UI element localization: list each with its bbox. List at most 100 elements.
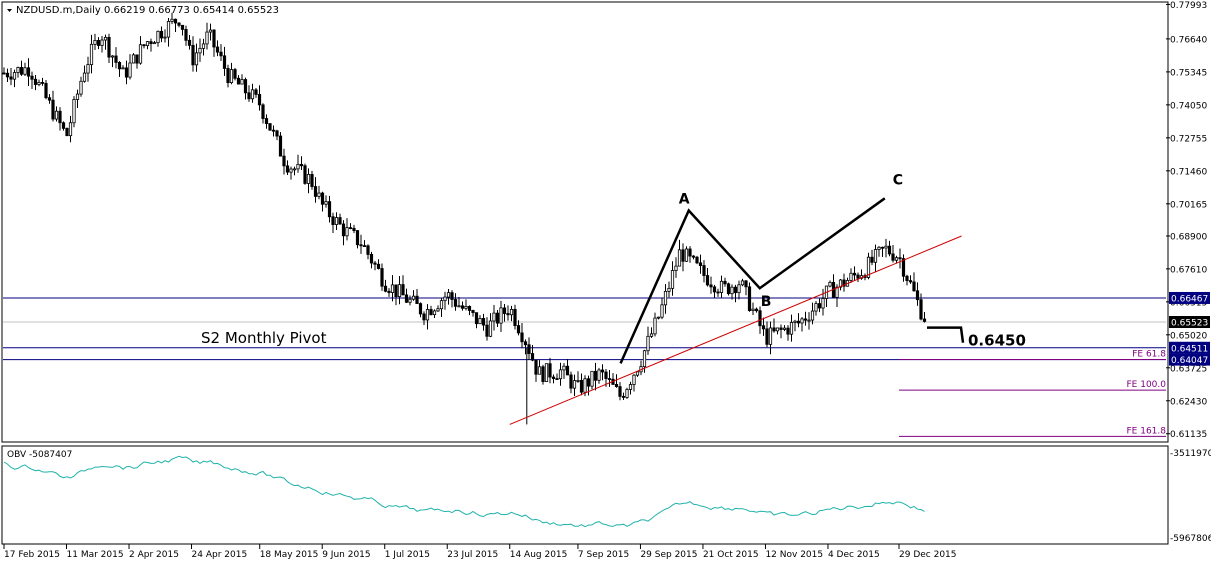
candle-body bbox=[348, 227, 353, 229]
candle-body bbox=[905, 275, 909, 281]
price-tick-label: 0.77993 bbox=[1170, 1, 1207, 11]
candle-body bbox=[562, 365, 566, 371]
candle-body bbox=[128, 62, 132, 78]
candle-body bbox=[828, 281, 832, 287]
candle-body bbox=[436, 308, 440, 312]
candle-body bbox=[684, 248, 689, 262]
obv-indicator: OBV -5087407 -3511970 -5967806 bbox=[3, 449, 1211, 544]
candle-body bbox=[873, 249, 878, 263]
candle-body bbox=[754, 308, 759, 312]
candle-body bbox=[240, 79, 244, 85]
candle-body bbox=[135, 54, 139, 64]
candle-body bbox=[569, 374, 573, 389]
candle-body bbox=[765, 328, 769, 345]
candle-body bbox=[110, 55, 115, 58]
candle-body bbox=[292, 168, 297, 171]
candle-body bbox=[159, 30, 164, 39]
candle-body bbox=[233, 69, 237, 79]
level-price-tag: 0.66467 bbox=[1171, 294, 1208, 304]
candle-body bbox=[544, 363, 549, 382]
candle-body bbox=[635, 371, 640, 376]
price-tick-label: 0.75345 bbox=[1170, 68, 1207, 78]
time-tick-label: 1 Jul 2015 bbox=[385, 550, 430, 560]
candle-body bbox=[768, 327, 773, 345]
candle-body bbox=[534, 359, 538, 375]
candle-body bbox=[338, 217, 342, 225]
candle-body bbox=[474, 312, 479, 325]
price-tick-label: 0.74050 bbox=[1170, 101, 1207, 111]
candle-body bbox=[236, 77, 241, 85]
horizontal-level-text: S2 Monthly Pivot bbox=[201, 329, 327, 347]
candle-body bbox=[628, 384, 633, 390]
candle-body bbox=[163, 36, 167, 39]
candle-body bbox=[180, 24, 185, 30]
candle-body bbox=[16, 67, 20, 73]
candle-body bbox=[383, 285, 388, 292]
candle-body bbox=[317, 192, 321, 197]
candle-body bbox=[786, 327, 790, 335]
candle-body bbox=[499, 307, 503, 324]
candle-body bbox=[212, 29, 216, 48]
candle-body bbox=[796, 320, 801, 324]
candle-body bbox=[5, 72, 10, 78]
candle-body bbox=[607, 378, 612, 380]
candle-body bbox=[912, 281, 916, 292]
candle-body bbox=[443, 296, 447, 302]
price-tick-label: 0.61135 bbox=[1170, 430, 1207, 440]
candle-body bbox=[327, 201, 332, 218]
candle-body bbox=[779, 327, 783, 330]
candle-body bbox=[726, 283, 731, 295]
time-tick-label: 4 Dec 2015 bbox=[828, 550, 880, 560]
target-annotation: 0.6450 bbox=[927, 326, 1026, 350]
candle-body bbox=[404, 294, 409, 303]
candle-body bbox=[250, 89, 255, 100]
candle-body bbox=[691, 255, 696, 258]
candle-body bbox=[369, 253, 374, 264]
candle-body bbox=[359, 244, 363, 247]
candle-body bbox=[397, 284, 402, 298]
candle-body bbox=[310, 174, 314, 187]
candle-body bbox=[380, 268, 384, 287]
candle-body bbox=[418, 303, 423, 315]
candle-body bbox=[663, 290, 668, 306]
candle-body bbox=[670, 270, 675, 289]
candle-body bbox=[131, 54, 136, 64]
abc-labels: A B C bbox=[679, 172, 903, 310]
time-tick-label: 2 Apr 2015 bbox=[129, 550, 179, 560]
candle-body bbox=[121, 67, 125, 70]
candle-body bbox=[341, 223, 346, 237]
candle-body bbox=[789, 322, 794, 335]
candle-body bbox=[621, 395, 626, 398]
candle-body bbox=[702, 265, 706, 276]
candle-body bbox=[485, 324, 489, 337]
candle-body bbox=[618, 386, 622, 397]
candle-body bbox=[187, 39, 192, 46]
abc-point-label: B bbox=[761, 294, 772, 310]
candle-body bbox=[695, 256, 699, 264]
candle-body bbox=[103, 36, 108, 41]
candle-body bbox=[415, 295, 419, 304]
candle-body bbox=[58, 110, 62, 124]
candle-body bbox=[100, 39, 104, 46]
candle-body bbox=[93, 40, 97, 45]
level-price-tag-bg bbox=[1169, 291, 1210, 304]
price-tick-label: 0.72755 bbox=[1170, 134, 1207, 144]
candle-body bbox=[527, 344, 531, 354]
candle-body bbox=[744, 280, 748, 288]
candle-body bbox=[646, 335, 650, 352]
candle-body bbox=[75, 93, 80, 100]
candle-body bbox=[810, 310, 815, 321]
time-tick-label: 17 Feb 2015 bbox=[4, 550, 60, 560]
candle-body bbox=[26, 67, 31, 77]
candle-body bbox=[376, 263, 381, 269]
candlesticks bbox=[2, 12, 927, 425]
candle-body bbox=[352, 227, 356, 231]
collapse-triangle-icon[interactable] bbox=[7, 9, 12, 12]
time-tick-label: 12 Nov 2015 bbox=[765, 550, 823, 560]
candle-body bbox=[429, 309, 433, 316]
candle-body bbox=[467, 305, 472, 311]
price-tick-label: 0.71460 bbox=[1170, 167, 1207, 177]
candle-body bbox=[590, 370, 594, 387]
candle-body bbox=[880, 246, 885, 249]
